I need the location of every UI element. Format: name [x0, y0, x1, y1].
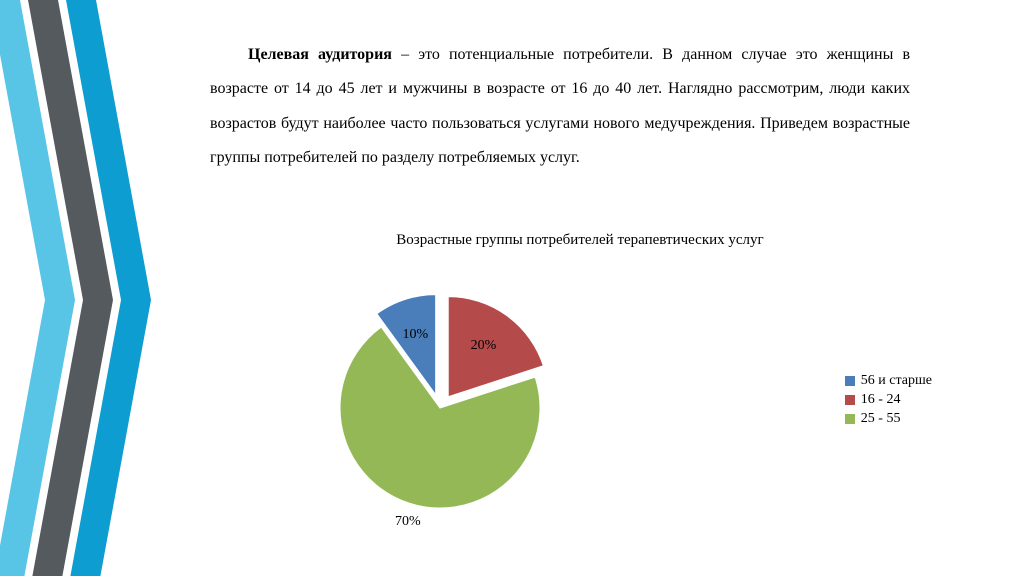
slice-label-1: 20% [471, 338, 497, 354]
decor-stripes [0, 0, 180, 576]
body-text-block: Целевая аудитория – это потенциальные по… [210, 38, 910, 176]
legend-swatch-0 [845, 376, 855, 386]
legend-label-1: 16 - 24 [861, 392, 901, 408]
legend: 56 и старше 16 - 24 25 - 55 [845, 370, 932, 430]
chart-title: Возрастные группы потребителей терапевти… [365, 230, 795, 250]
legend-label-2: 25 - 55 [861, 411, 901, 427]
slide: Целевая аудитория – это потенциальные по… [0, 0, 1024, 576]
legend-label-0: 56 и старше [861, 373, 932, 389]
paragraph-rest: – это потенциальные потребители. В данно… [210, 46, 910, 166]
legend-item-2: 25 - 55 [845, 411, 932, 427]
paragraph-lead: Целевая аудитория [248, 46, 392, 63]
legend-item-0: 56 и старше [845, 373, 932, 389]
slice-label-0: 10% [403, 327, 429, 343]
legend-swatch-1 [845, 395, 855, 405]
legend-swatch-2 [845, 414, 855, 424]
legend-item-1: 16 - 24 [845, 392, 932, 408]
pie-chart: Возрастные группы потребителей терапевти… [240, 230, 920, 560]
pie-area: 10% 20% 70% 56 и старше 16 - 24 25 - 55 [240, 258, 920, 538]
slice-label-2: 70% [395, 514, 421, 530]
pie-svg [240, 258, 660, 538]
paragraph: Целевая аудитория – это потенциальные по… [210, 38, 910, 176]
